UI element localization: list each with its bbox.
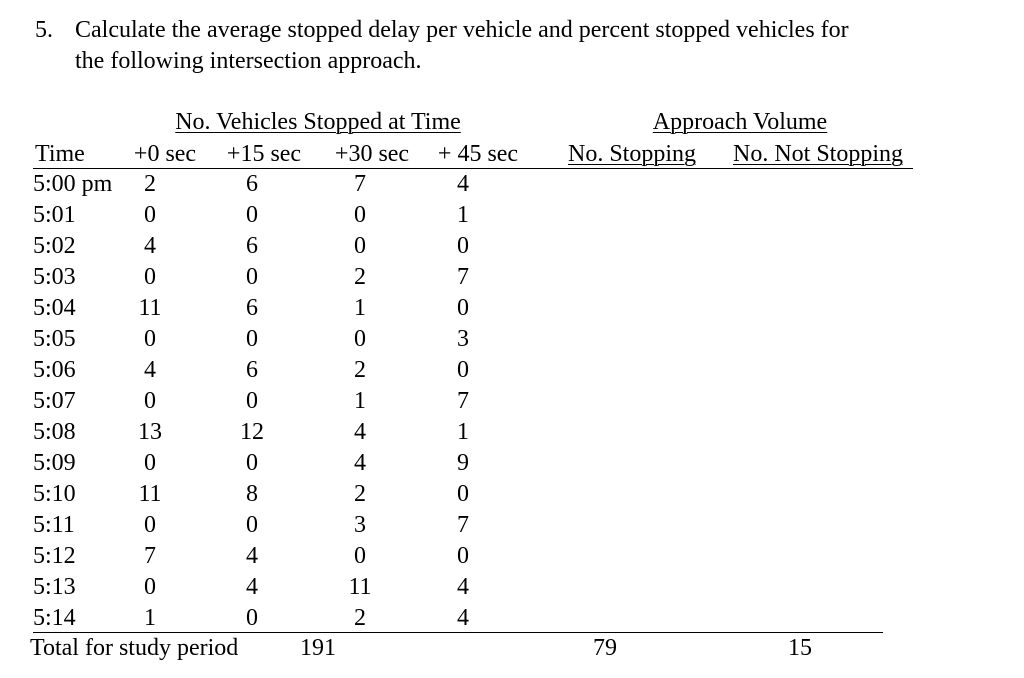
header-rule [33,168,913,169]
column-header: +15 sec [226,141,302,167]
cell: 0 [144,450,156,476]
cell: 0 [144,512,156,538]
total-label: Total for study period [30,635,239,661]
total-value: 191 [300,635,336,661]
cell: 4 [246,574,258,600]
row-time: 5:02 [33,233,76,259]
cell: 0 [144,202,156,228]
cell: 3 [354,512,366,538]
cell: 0 [354,326,366,352]
cell: 0 [246,264,258,290]
cell: 7 [457,264,469,290]
row-time: 5:12 [33,543,76,569]
cell: 4 [457,574,469,600]
cell: 8 [246,481,258,507]
row-time: 5:08 [33,419,76,445]
cell: 0 [457,295,469,321]
column-header: +30 sec [334,141,410,167]
cell: 0 [144,264,156,290]
cell: 7 [457,388,469,414]
cell: 0 [457,481,469,507]
cell: 0 [246,605,258,631]
row-time: 5:13 [33,574,76,600]
problem-text: the following intersection approach. [75,48,422,74]
cell: 0 [457,357,469,383]
row-time: 5:00 pm [33,171,113,197]
cell: 7 [354,171,366,197]
column-header: No. Stopping [567,141,697,167]
cell: 1 [457,419,469,445]
cell: 4 [354,419,366,445]
row-time: 5:04 [33,295,76,321]
cell: 11 [348,574,372,600]
row-time: 5:07 [33,388,76,414]
row-time: 5:14 [33,605,76,631]
cell: 0 [457,543,469,569]
cell: 0 [354,202,366,228]
row-time: 5:01 [33,202,76,228]
group-header: Approach Volume [652,109,828,135]
total-value: 15 [788,635,812,661]
cell: 0 [246,450,258,476]
cell: 11 [138,295,162,321]
row-time: 5:05 [33,326,76,352]
total-value: 79 [593,635,617,661]
cell: 6 [246,233,258,259]
cell: 4 [246,543,258,569]
row-time: 5:03 [33,264,76,290]
cell: 0 [144,574,156,600]
problem-number: 5. [35,17,53,43]
total-rule [33,632,883,633]
cell: 2 [354,605,366,631]
cell: 11 [138,481,162,507]
cell: 0 [246,388,258,414]
cell: 13 [138,419,162,445]
cell: 12 [240,419,264,445]
cell: 0 [354,543,366,569]
cell: 6 [246,171,258,197]
row-time: 5:09 [33,450,76,476]
cell: 2 [144,171,156,197]
cell: 6 [246,357,258,383]
cell: 3 [457,326,469,352]
cell: 0 [144,388,156,414]
cell: 0 [144,326,156,352]
cell: 9 [457,450,469,476]
cell: 2 [354,264,366,290]
row-time: 5:11 [33,512,75,538]
cell: 0 [354,233,366,259]
column-header: +0 sec [133,141,197,167]
cell: 4 [457,605,469,631]
cell: 0 [246,326,258,352]
cell: 6 [246,295,258,321]
cell: 1 [354,295,366,321]
cell: 1 [354,388,366,414]
cell: 2 [354,357,366,383]
row-time: 5:06 [33,357,76,383]
cell: 7 [144,543,156,569]
row-time: 5:10 [33,481,76,507]
problem-text: Calculate the average stopped delay per … [75,17,849,43]
cell: 1 [457,202,469,228]
cell: 4 [354,450,366,476]
column-header: Time [35,141,85,167]
cell: 1 [144,605,156,631]
group-header: No. Vehicles Stopped at Time [175,109,461,135]
cell: 0 [457,233,469,259]
cell: 0 [246,202,258,228]
cell: 4 [457,171,469,197]
cell: 2 [354,481,366,507]
column-header: + 45 sec [437,141,519,167]
cell: 0 [246,512,258,538]
cell: 4 [144,357,156,383]
column-header: No. Not Stopping [732,141,904,167]
cell: 7 [457,512,469,538]
cell: 4 [144,233,156,259]
